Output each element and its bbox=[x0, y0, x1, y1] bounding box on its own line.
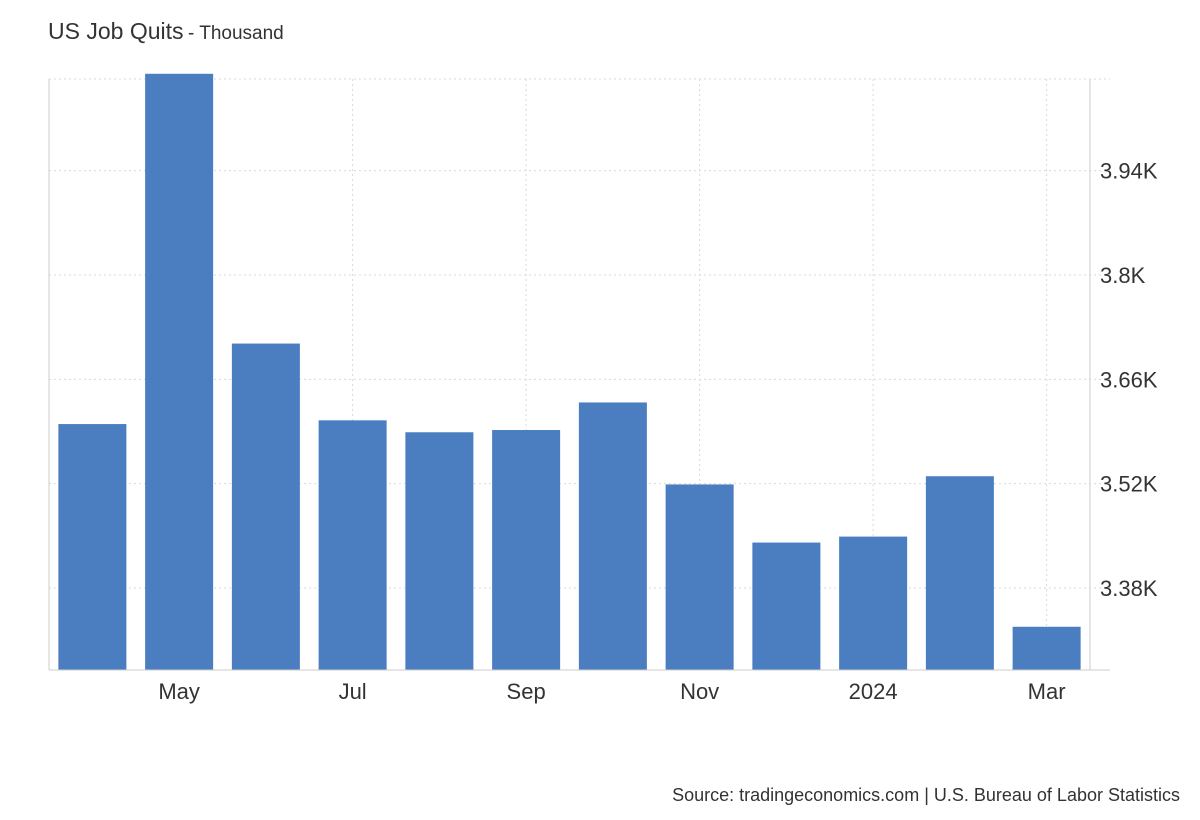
y-tick-label: 3.52K bbox=[1100, 472, 1158, 497]
labels-layer: 3.38K 3.52K 3.66K 3.8K 3.94K May Jul Sep Nov 2024… bbox=[158, 159, 1157, 704]
source-credit: Source: tradingeconomics.com | U.S. Bure… bbox=[672, 785, 1180, 805]
bar bbox=[492, 430, 561, 670]
bar bbox=[58, 424, 127, 670]
chart-unit-label: - Thousand bbox=[187, 23, 284, 44]
x-tick-label: Sep bbox=[507, 679, 546, 704]
bar bbox=[578, 402, 647, 670]
chart-title-text: US Job Quits bbox=[48, 18, 184, 44]
y-tick-label: 3.94K bbox=[1100, 159, 1158, 184]
bars-layer bbox=[58, 73, 1081, 671]
bar bbox=[405, 432, 474, 670]
y-tick-label: 3.66K bbox=[1100, 367, 1158, 392]
x-tick-label: Jul bbox=[339, 679, 367, 704]
chart-title: US Job Quits - Thousand bbox=[48, 18, 284, 45]
x-tick-label: Nov bbox=[680, 679, 719, 704]
bar bbox=[752, 542, 821, 670]
x-tick-label: Mar bbox=[1028, 679, 1066, 704]
x-tick-label: 2024 bbox=[849, 679, 898, 704]
bar bbox=[925, 476, 994, 670]
y-tick-label: 3.38K bbox=[1100, 576, 1158, 601]
bar bbox=[665, 484, 734, 670]
bar bbox=[231, 343, 300, 670]
y-tick-label: 3.8K bbox=[1100, 263, 1146, 288]
bar bbox=[839, 536, 908, 670]
x-tick-label: May bbox=[158, 679, 200, 704]
bar bbox=[145, 73, 214, 671]
axis-layer bbox=[48, 79, 1110, 671]
bar bbox=[318, 420, 387, 670]
bar bbox=[1012, 626, 1081, 670]
